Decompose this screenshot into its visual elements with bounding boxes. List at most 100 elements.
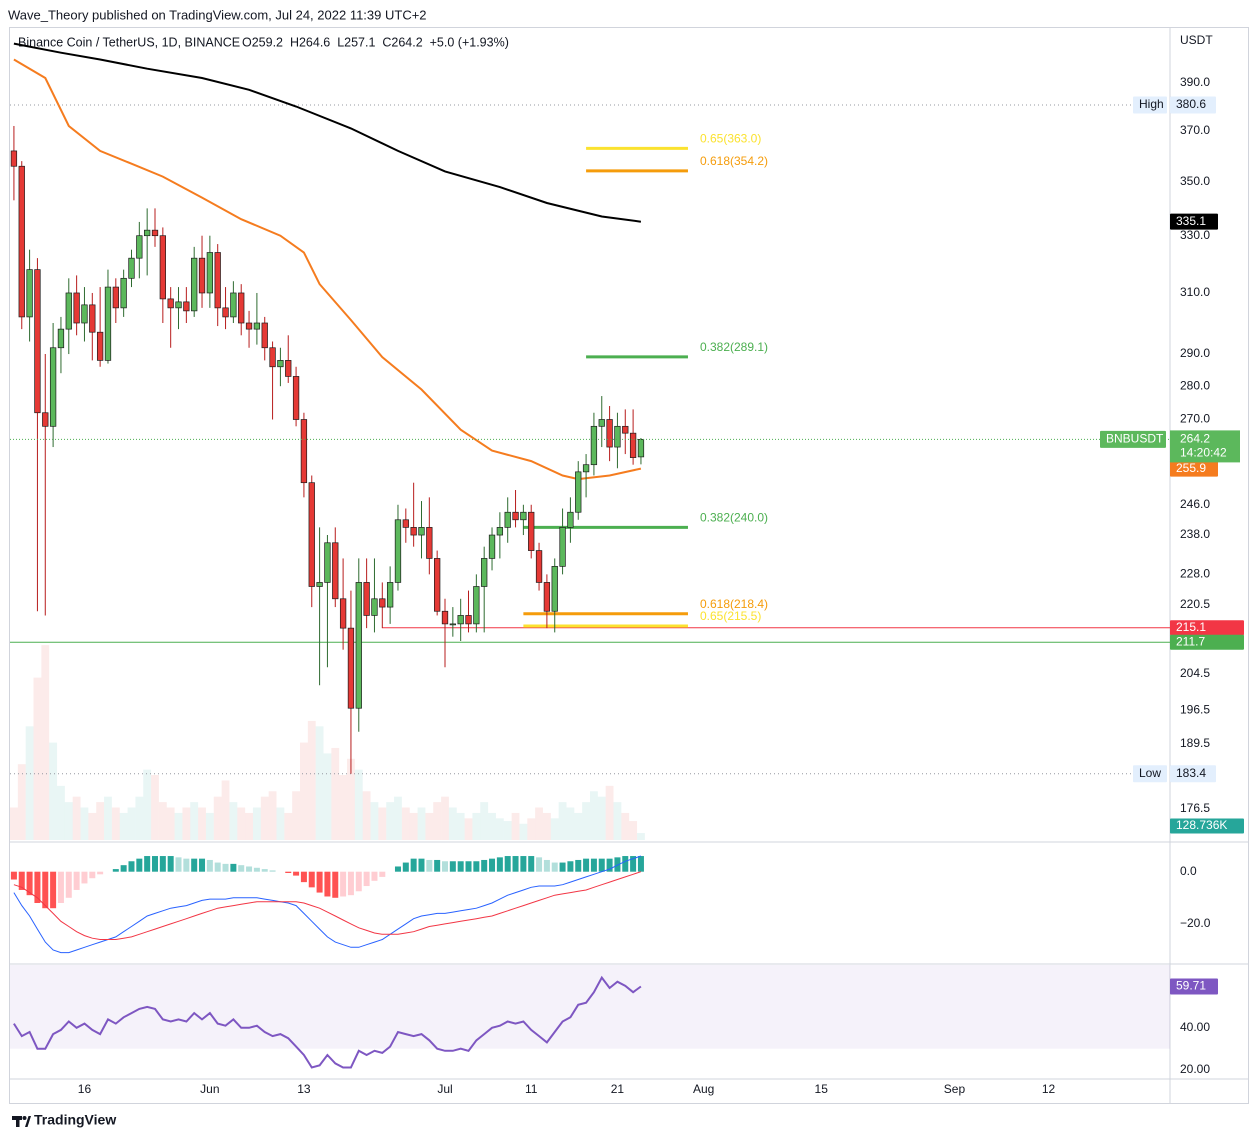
volume-bar	[433, 802, 442, 840]
volume-bar	[245, 812, 253, 840]
candle-body	[65, 292, 72, 330]
y-tick-label: 196.5	[1180, 703, 1210, 717]
candle-body	[622, 425, 629, 434]
candle-body	[465, 615, 472, 625]
candle-body	[551, 566, 558, 612]
volume-bar	[96, 802, 105, 840]
volume-bar	[605, 785, 614, 840]
macd-histogram-bar	[18, 871, 25, 890]
volume-bar	[205, 812, 214, 840]
volume-bar	[409, 812, 418, 840]
candle-body	[598, 419, 605, 427]
macd-histogram-bar	[434, 859, 441, 872]
candle-body	[159, 235, 166, 300]
y-tick-label: 390.0	[1180, 75, 1210, 89]
volume-bar	[221, 780, 230, 840]
macd-histogram-bar	[575, 859, 582, 872]
candle-body	[49, 347, 57, 427]
volume-bar	[331, 747, 340, 840]
candle-body	[151, 229, 159, 237]
level-value-box	[1170, 620, 1244, 636]
macd-histogram-bar	[214, 862, 221, 872]
macd-histogram-bar	[112, 869, 119, 872]
candle-body	[300, 419, 308, 484]
candle-body	[543, 582, 551, 612]
volume-bar	[25, 726, 34, 840]
volume-bar	[488, 812, 496, 840]
candle-body	[606, 419, 613, 448]
macd-histogram-bar	[34, 871, 41, 903]
volume-bar	[550, 818, 559, 840]
candle-body	[496, 527, 504, 536]
ma-value: 255.9	[1176, 461, 1206, 475]
volume-bar	[151, 775, 159, 840]
y-tick-label: 246.0	[1180, 497, 1210, 511]
volume-bar	[621, 812, 630, 840]
volume-bar	[417, 807, 426, 840]
volume-bar	[57, 785, 65, 840]
macd-histogram-bar	[630, 856, 637, 872]
fib-label: 0.618(218.4)	[700, 597, 768, 611]
macd-histogram-bar	[167, 856, 174, 872]
y-tick-label: 290.0	[1180, 346, 1210, 360]
candle-body	[582, 464, 590, 473]
candle-body	[277, 360, 284, 368]
x-tick-label: 15	[815, 1082, 829, 1096]
level-value-box	[1170, 634, 1244, 650]
candle-body	[73, 292, 80, 324]
candle-body	[128, 257, 135, 279]
x-tick-label: Sep	[944, 1082, 966, 1096]
macd-histogram-bar	[457, 861, 464, 872]
rsi-value-box	[1170, 978, 1218, 995]
volume-bar	[441, 796, 449, 840]
macd-histogram-bar	[371, 871, 378, 881]
fib-label: 0.382(240.0)	[700, 511, 768, 525]
macd-histogram-bar	[10, 871, 17, 880]
macd-histogram-bar	[199, 858, 206, 872]
macd-histogram-bar	[606, 858, 613, 872]
macd-histogram-bar	[426, 859, 433, 872]
macd-histogram-bar	[144, 856, 151, 872]
volume-bar	[190, 802, 199, 840]
volume-bar	[394, 796, 402, 840]
y-tick-label: 0.0	[1180, 864, 1197, 878]
macd-histogram-bar	[300, 871, 307, 883]
candle-body	[285, 360, 292, 377]
moving-average	[13, 42, 642, 223]
volume-bar	[503, 821, 512, 840]
macd-histogram-bar	[614, 857, 621, 872]
volume-bar	[119, 812, 128, 840]
candle-body	[355, 582, 362, 709]
y-tick-label: 40.00	[1180, 1020, 1210, 1034]
extreme-value-box	[1170, 96, 1216, 114]
volume-bar	[425, 812, 434, 840]
macd-histogram-bar	[206, 859, 213, 872]
candle-body	[214, 252, 221, 309]
candle-body	[81, 304, 88, 324]
macd-histogram-bar	[551, 862, 558, 872]
candle-body	[261, 322, 268, 349]
brand: TradingView	[34, 1112, 116, 1128]
candle-body	[449, 623, 456, 626]
y-tick-label: 20.00	[1180, 1062, 1210, 1076]
y-tick-label: 330.0	[1180, 228, 1210, 242]
macd-histogram-bar	[598, 858, 605, 872]
volume-bar	[401, 807, 410, 840]
candle-body	[18, 165, 25, 318]
macd-histogram-bar	[590, 858, 597, 872]
level-value: 211.7	[1176, 634, 1205, 648]
macd-histogram-bar	[567, 861, 574, 872]
fib-label: 0.65(363.0)	[700, 132, 761, 146]
macd-histogram-bar	[89, 871, 96, 879]
candle-body	[136, 235, 143, 259]
ma-value: 335.1	[1176, 214, 1206, 228]
macd-histogram-bar	[402, 862, 409, 872]
last-price: 264.2	[1180, 432, 1210, 446]
candle-body	[120, 277, 127, 309]
candle-body	[614, 425, 621, 448]
candle-body	[42, 412, 49, 427]
logo-slash	[25, 1116, 31, 1127]
macd-histogram-bar	[136, 858, 143, 872]
macd-histogram-bar	[637, 856, 644, 872]
